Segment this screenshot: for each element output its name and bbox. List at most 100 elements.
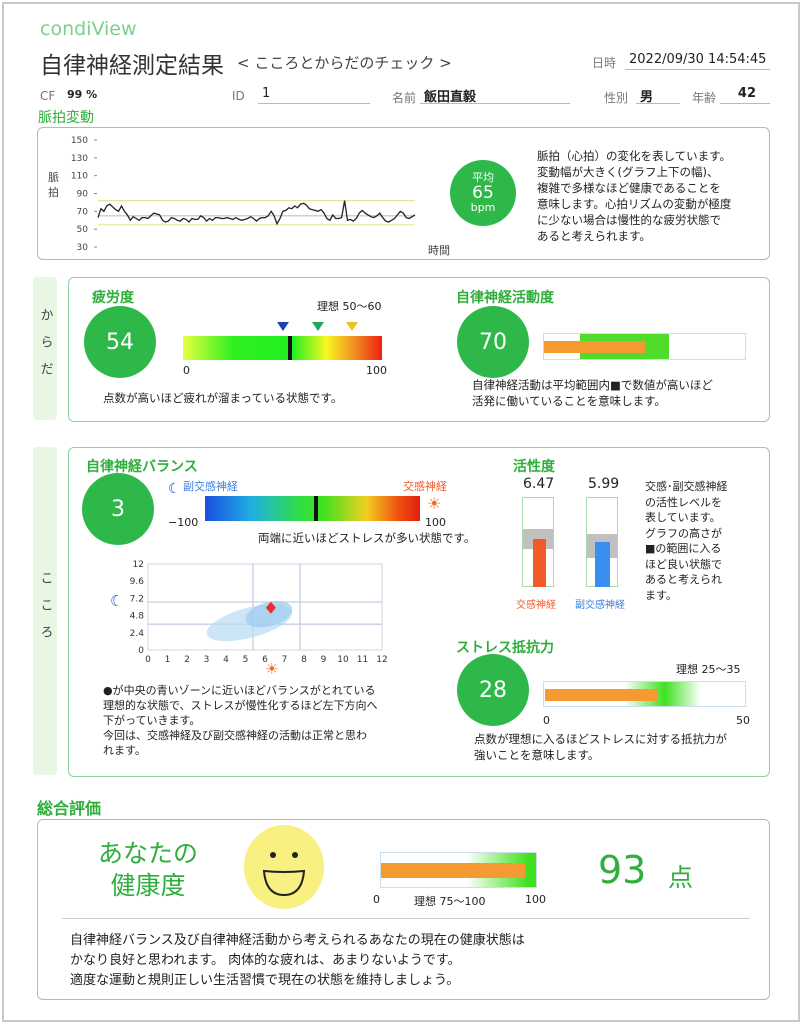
parasympathetic-value: 5.99	[588, 476, 620, 492]
desc-line: 意味します。心拍リズムの変動が極度	[537, 197, 732, 211]
parasympathetic-bar-label: 副交感神経	[575, 600, 625, 611]
overall-panel	[37, 819, 770, 1000]
smiley-face-icon	[244, 825, 324, 909]
desc-line: の活性レベルを	[645, 495, 722, 509]
desc-line: 強いことを意味します。	[474, 748, 600, 762]
fatigue-ideal: 理想 50〜60	[317, 300, 382, 313]
comment-line: 自律神経バランス及び自律神経活動から考えられるあなたの現在の健康状態は	[70, 933, 525, 948]
moon-icon: ☾	[168, 481, 181, 497]
balance-max: 100	[425, 516, 446, 529]
desc-line: 自律神経活動は平均範囲内■で数値が高いほど	[472, 378, 713, 392]
stress-description: 点数が理想に入るほどストレスに対する抵抗力が 強いことを意味します。	[474, 731, 727, 763]
y-tick-label: 7.2	[130, 594, 144, 604]
y-tick-label: 12	[133, 560, 144, 570]
name-label: 名前	[392, 91, 417, 105]
x-tick-label: 9	[321, 655, 327, 665]
id-field: 1	[258, 86, 370, 104]
id-label: ID	[232, 89, 245, 103]
y-tick-label: 0	[138, 646, 144, 656]
avg-label: 平均	[472, 170, 494, 184]
stress-max: 50	[736, 714, 750, 727]
parasympathetic-bar	[595, 542, 610, 587]
desc-line: 交感･副交感神経	[645, 480, 728, 493]
activeness-title: 活性度	[513, 459, 555, 475]
avg-value: 65	[472, 182, 494, 203]
stress-min: 0	[543, 714, 550, 727]
stress-title: ストレス抵抗力	[456, 640, 554, 656]
balance-needle	[313, 496, 318, 521]
pulse-line	[97, 200, 416, 226]
comment-line: 適度な運動と規則正しい生活習慣で現在の状態を維持しましょう。	[70, 973, 460, 988]
age-label: 年齢	[692, 91, 717, 105]
overall-max: 100	[525, 893, 546, 906]
fatigue-score: 54	[84, 306, 156, 378]
desc-line: 変動幅が大きく(グラフ上下の幅)、	[537, 165, 719, 179]
sex-field: 男	[636, 86, 680, 105]
x-tick-label: 11	[357, 655, 368, 665]
sympathetic-label: 交感神経	[403, 480, 447, 493]
activity-gauge	[543, 333, 746, 360]
y-tick-label: 2.4	[130, 629, 145, 639]
x-tick-label: 7	[282, 655, 288, 665]
pulse-description: 脈拍（心拍）の変化を表しています。 変動幅が大きく(グラフ上下の幅)、 複雑で多…	[537, 148, 731, 244]
activity-bar	[544, 341, 645, 353]
age-field: 42	[720, 86, 770, 104]
sympathetic-value: 6.47	[523, 476, 555, 492]
sun-icon: ☀	[427, 494, 442, 513]
desc-line: ほど良い状態で	[645, 557, 722, 571]
parasympathetic-bar-frame	[586, 497, 618, 587]
body-tab: からだ	[33, 277, 57, 420]
x-tick-label: 5	[243, 655, 249, 665]
overall-comment: 自律神経バランス及び自律神経活動から考えられるあなたの現在の健康状態は かなり良…	[70, 931, 525, 991]
desc-line: あると考えられ	[645, 573, 722, 586]
x-tick-label: 4	[223, 655, 229, 665]
sun-icon: ☀	[265, 660, 279, 678]
desc-line: 点数が理想に入るほどストレスに対する抵抗力が	[474, 732, 727, 746]
comment-line: かなり良好と思われます。 肉体的な疲れは、あまりないようです。	[70, 953, 461, 968]
overall-gauge	[380, 852, 537, 888]
x-tick-label: 8	[301, 655, 307, 665]
note-line: 理想的な状態で、ストレスが慢性化するほど左下方向へ	[103, 699, 378, 712]
desc-line: に少ない場合は慢性的な疲労状態で	[537, 213, 721, 227]
balance-min: −100	[168, 516, 199, 529]
page-title: 自律神経測定結果	[40, 53, 224, 79]
parasympathetic-label: 副交感神経	[183, 480, 238, 493]
fatigue-title: 疲労度	[92, 290, 134, 306]
sex-label: 性別	[604, 91, 629, 105]
desc-line: ■の範囲に入る	[645, 542, 722, 555]
page-subtitle: < こころとからだのチェック >	[237, 54, 452, 72]
brand-logo: condiView	[40, 18, 137, 40]
overall-score: 93	[598, 848, 647, 892]
pulse-chart: 150 130 110 90 70 50 30	[71, 136, 416, 253]
datetime-field: 2022/09/30 14:54:45	[625, 52, 770, 70]
y-tick-label: 130	[71, 154, 88, 164]
marker-triangle-icon	[276, 322, 289, 331]
heading-line: あなたの	[98, 839, 199, 868]
fatigue-max: 100	[366, 364, 387, 377]
marker-triangle-icon	[346, 322, 359, 331]
ideal-zone-inner	[245, 601, 293, 628]
sympathetic-bar-frame	[522, 497, 554, 587]
y-tick-label: 50	[77, 225, 89, 235]
balance-description: 両端に近いほどストレスが多い状態です。	[258, 531, 476, 545]
desc-line: 活発に働いていることを意味します。	[472, 394, 667, 408]
stress-score: 28	[457, 654, 529, 726]
mind-tab: こころ	[33, 447, 57, 775]
note-line: 今回は、交感神経及び副交感神経の活動は正常と思わ	[103, 729, 367, 742]
balance-gauge	[205, 496, 420, 521]
activity-description: 自律神経活動は平均範囲内■で数値が高いほど 活発に働いていることを意味します。	[472, 377, 713, 409]
datetime-label: 日時	[592, 56, 617, 70]
desc-line: 複雑で多様なほど健康であることを	[537, 181, 721, 195]
pulse-average-badge: 平均 65 bpm	[450, 160, 516, 226]
balance-title: 自律神経バランス	[86, 459, 198, 475]
x-tick-label: 10	[337, 655, 349, 665]
moon-icon: ☾	[110, 592, 124, 610]
y-tick-label: 150	[71, 136, 88, 146]
pulse-panel	[37, 127, 770, 260]
overall-ideal: 理想 75〜100	[414, 895, 486, 908]
cf-value: 99 %	[67, 88, 98, 101]
name-field: 飯田直毅	[420, 86, 570, 105]
fatigue-needle	[288, 336, 293, 360]
cf-label: CF	[40, 89, 56, 103]
